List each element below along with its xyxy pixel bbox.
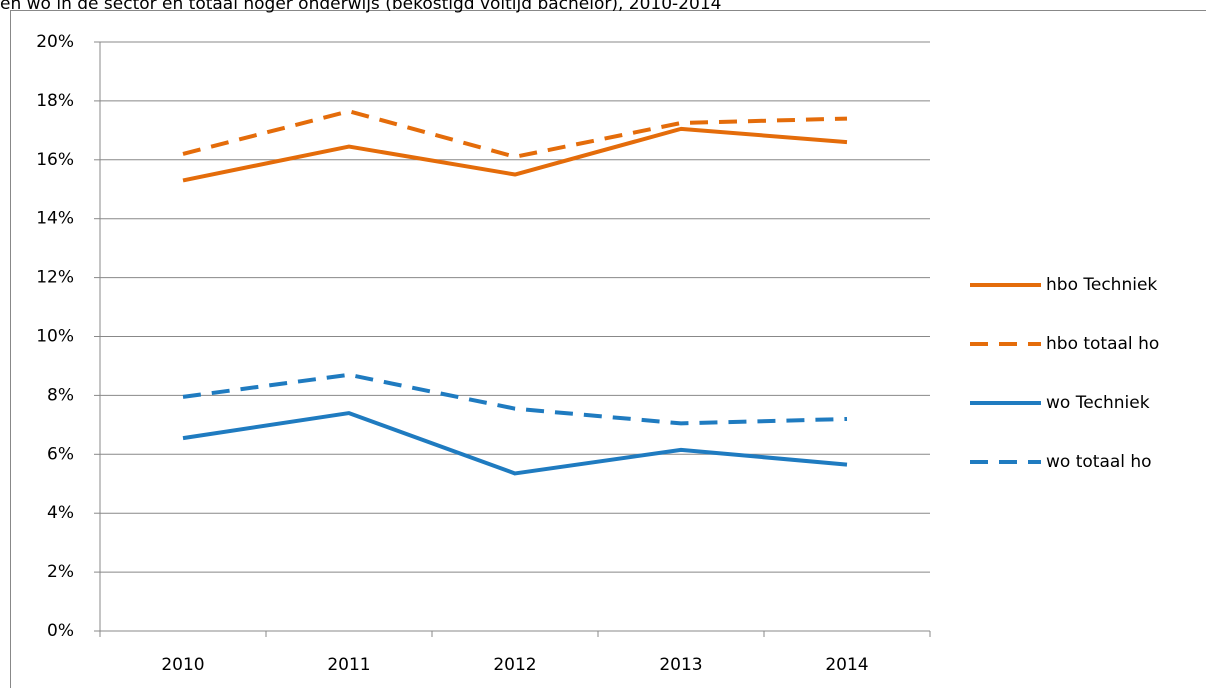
chart-title: en wo in de sector en totaal hoger onder… (0, 0, 721, 14)
y-tick-label: 0% (47, 621, 74, 641)
x-tick-label: 2014 (825, 655, 868, 675)
x-tick-label: 2013 (659, 655, 702, 675)
chart-frame (11, 11, 1206, 689)
series-line (183, 413, 847, 473)
y-tick-label: 12% (36, 268, 74, 288)
legend-label: wo Techniek (1046, 393, 1150, 413)
series-line (183, 129, 847, 181)
y-tick-label: 8% (47, 385, 74, 405)
x-tick-label: 2011 (327, 655, 370, 675)
y-tick-label: 18% (36, 91, 74, 111)
y-tick-label: 6% (47, 444, 74, 464)
legend-label: hbo Techniek (1046, 275, 1157, 295)
y-tick-label: 10% (36, 327, 74, 347)
y-tick-label: 14% (36, 209, 74, 229)
legend-label: hbo totaal ho (1046, 334, 1159, 354)
y-tick-label: 4% (47, 503, 74, 523)
x-tick-label: 2010 (161, 655, 204, 675)
y-tick-label: 2% (47, 562, 74, 582)
x-tick-label: 2012 (493, 655, 536, 675)
y-tick-label: 16% (36, 150, 74, 170)
y-tick-label: 20% (36, 32, 74, 52)
series-line (183, 375, 847, 424)
legend-label: wo totaal ho (1046, 452, 1152, 472)
